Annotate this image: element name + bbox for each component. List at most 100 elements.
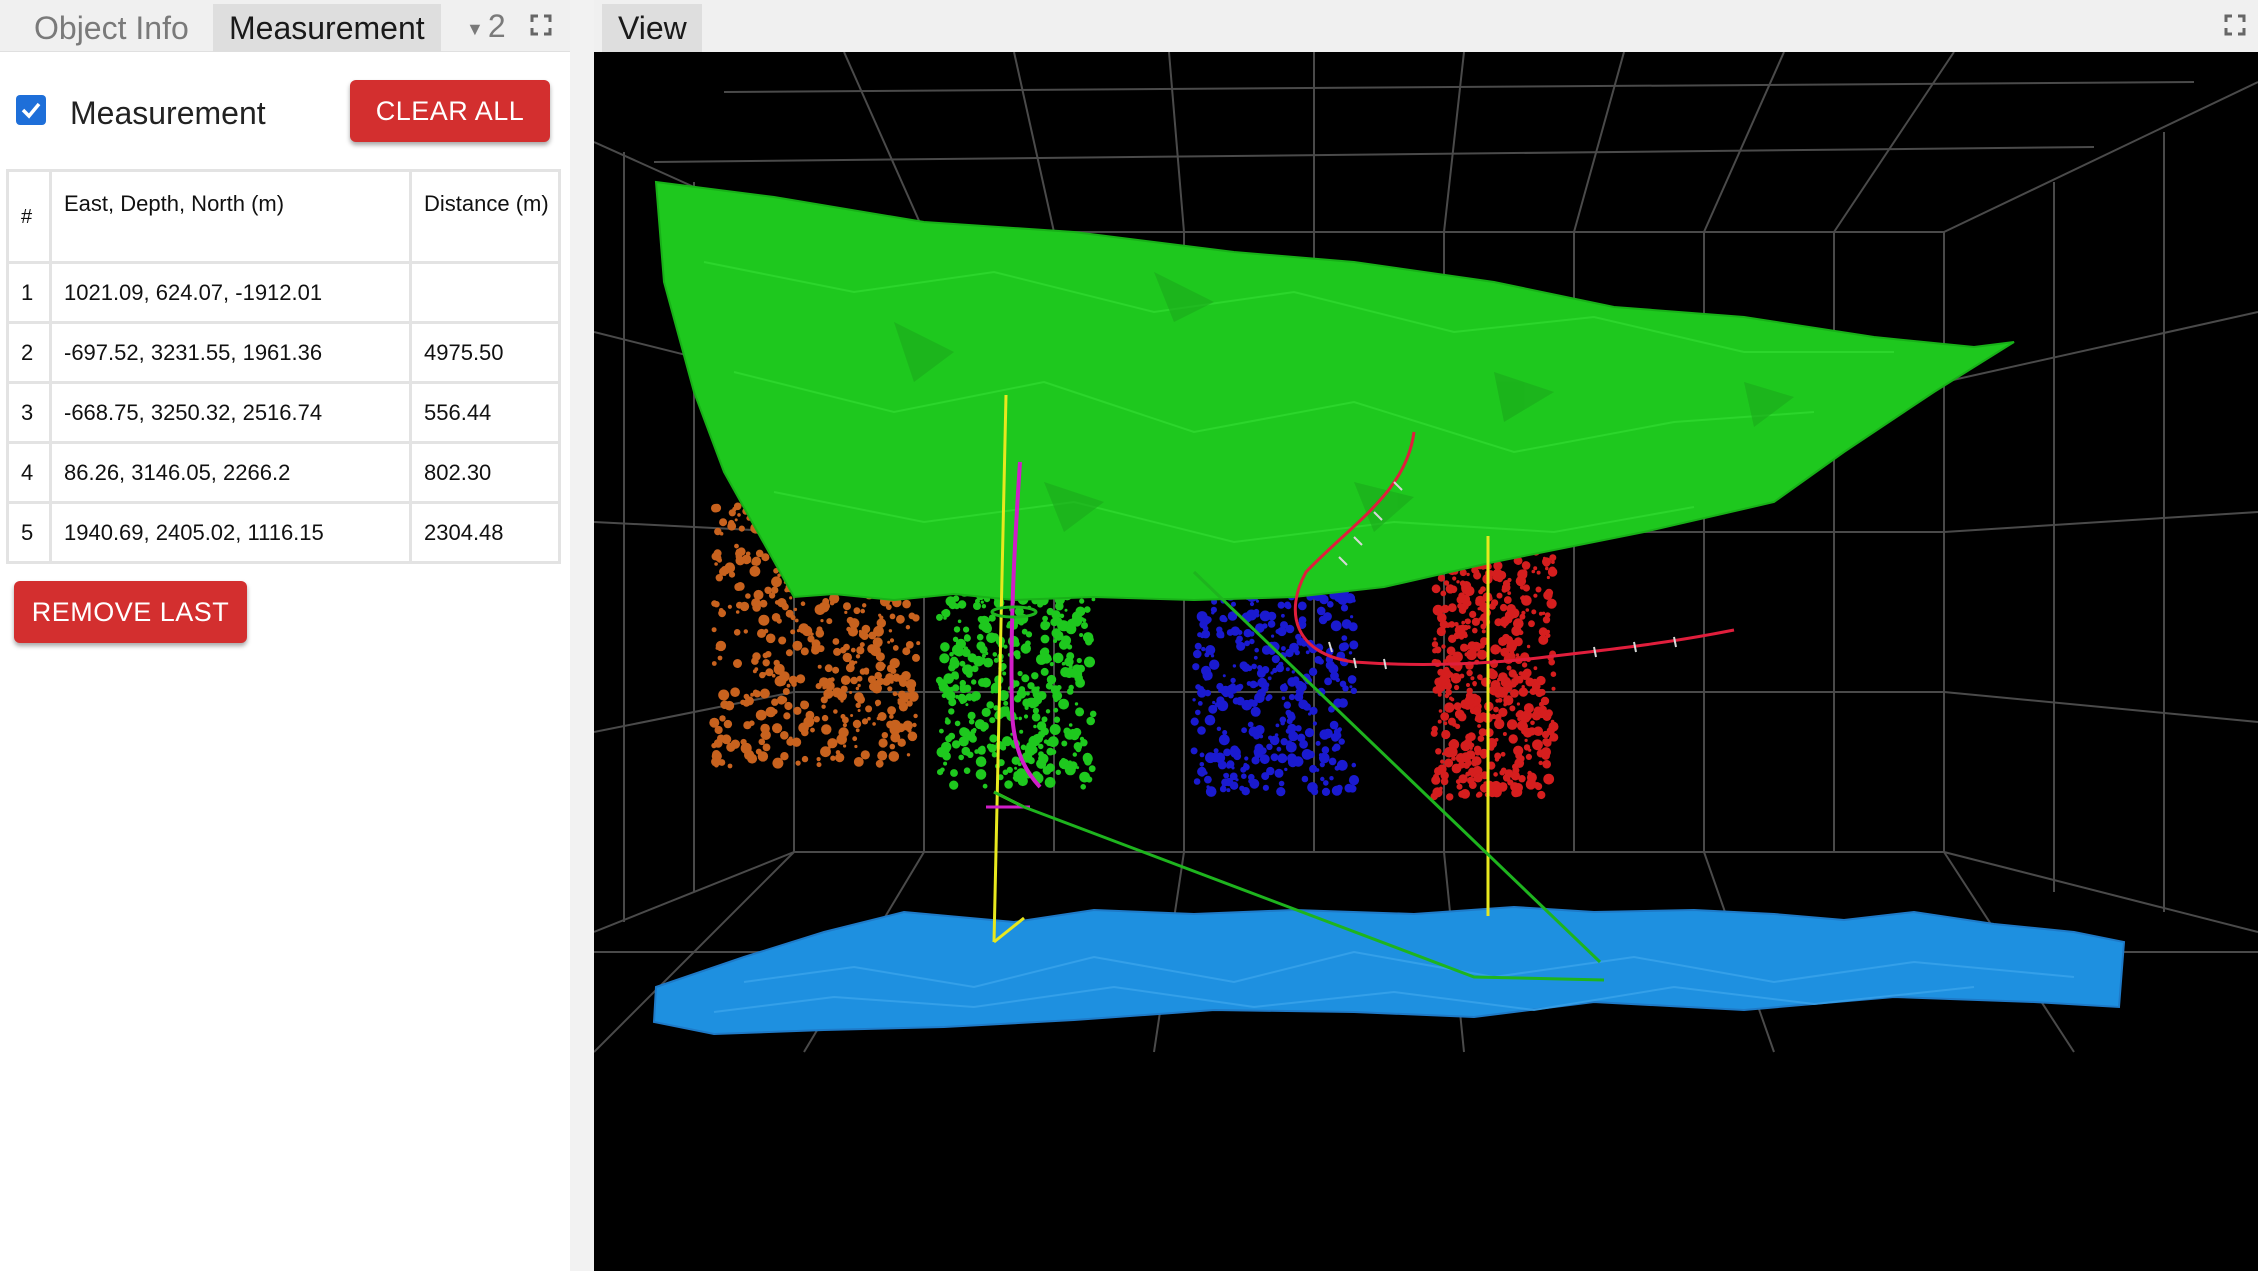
cloud-red-point	[1536, 570, 1541, 575]
cloud-green-point	[952, 644, 963, 656]
cloud-blue-point	[1298, 700, 1307, 709]
cloud-blue-point	[1336, 759, 1348, 771]
cloud-blue-point	[1199, 762, 1205, 767]
table-row: 3 -668.75, 3250.32, 2516.74 556.44	[6, 381, 561, 444]
cloud-green-point	[1037, 601, 1044, 608]
cloud-green-point	[989, 734, 998, 743]
cloud-red-point	[1533, 566, 1538, 571]
top-horizon-surface[interactable]	[654, 180, 2015, 602]
cloud-orange-point	[765, 651, 772, 658]
tab-view[interactable]: View	[602, 4, 702, 52]
cloud-blue-point	[1301, 640, 1308, 647]
cloud-red	[1430, 529, 1559, 801]
cloud-orange-point	[733, 502, 742, 511]
cloud-blue-point	[1241, 773, 1247, 779]
maximize-icon[interactable]	[2224, 14, 2246, 36]
cloud-green-point	[1036, 654, 1047, 665]
cloud-orange-point	[856, 646, 865, 655]
cloud-red-point	[1473, 745, 1482, 753]
tab-measurement[interactable]: Measurement	[213, 4, 441, 52]
cloud-red-point	[1454, 625, 1465, 636]
cloud-orange-point	[902, 720, 913, 731]
cloud-green-point	[1004, 780, 1013, 789]
cloud-orange-point	[908, 691, 919, 702]
cloud-green-point	[961, 648, 971, 657]
cloud-orange-point	[726, 742, 736, 752]
cloud-orange-point	[888, 629, 893, 633]
cloud-orange-point	[823, 688, 834, 699]
cloud-orange-point	[795, 760, 801, 766]
row-coords: -697.52, 3231.55, 1961.36	[49, 321, 412, 384]
cloud-red-point	[1513, 637, 1523, 647]
cloud-red-point	[1520, 569, 1528, 576]
cloud-orange-point	[867, 716, 871, 721]
cloud-red-point	[1477, 724, 1481, 728]
cloud-green-point	[1061, 740, 1068, 747]
cloud-red-point	[1465, 733, 1473, 742]
cloud-blue-point	[1216, 682, 1224, 691]
cloud-orange-point	[749, 720, 755, 726]
cloud-green-point	[991, 751, 998, 758]
cloud-blue-point	[1204, 689, 1212, 697]
cloud-red-point	[1465, 692, 1474, 700]
cloud-blue-point	[1266, 694, 1273, 700]
cloud-red-point	[1515, 653, 1520, 657]
cloud-blue-point	[1321, 746, 1330, 754]
cloud-green-point	[938, 682, 949, 692]
maximize-icon[interactable]	[530, 14, 552, 36]
cloud-red-point	[1544, 588, 1554, 598]
cloud-blue-point	[1281, 613, 1285, 618]
cloud-green-point	[968, 718, 975, 725]
cloud-red-point	[1446, 646, 1456, 656]
cloud-red-point	[1527, 727, 1537, 736]
cloud-orange-point	[853, 607, 861, 615]
cloud-blue-point	[1223, 773, 1228, 778]
remove-last-button[interactable]: REMOVE LAST	[14, 581, 247, 643]
cloud-orange-point	[752, 689, 759, 695]
clear-all-button[interactable]: CLEAR ALL	[350, 80, 550, 142]
cloud-green-point	[1081, 622, 1088, 629]
cloud-blue-point	[1279, 683, 1288, 692]
cloud-blue-point	[1210, 654, 1215, 658]
cloud-orange-point	[711, 661, 717, 666]
3d-viewport[interactable]	[594, 52, 2258, 1271]
cloud-orange-point	[853, 757, 864, 767]
cloud-orange-point	[865, 705, 873, 713]
cloud-red-point	[1481, 629, 1486, 634]
cloud-orange-point	[727, 604, 732, 609]
cloud-red-point	[1440, 590, 1447, 597]
cloud-red-point	[1463, 762, 1470, 769]
cloud-red-point	[1470, 676, 1475, 681]
row-distance: 556.44	[409, 381, 561, 444]
cloud-orange-point	[765, 706, 777, 718]
cloud-orange-point	[771, 586, 779, 594]
top-surface-shading	[894, 272, 1794, 532]
cloud-orange-point	[730, 687, 740, 697]
cloud-orange-point	[758, 614, 770, 626]
cloud-blue-point	[1254, 695, 1260, 701]
cloud-orange-point	[718, 689, 730, 701]
cloud-green-point	[943, 761, 948, 766]
measurement-checkbox[interactable]	[16, 95, 46, 125]
cloud-blue-point	[1210, 752, 1220, 763]
cloud-red-point	[1472, 627, 1478, 634]
cloud-blue-point	[1297, 689, 1304, 697]
cloud-orange-point	[715, 574, 723, 582]
bottom-surface-texture	[713, 950, 2075, 1013]
panel-splitter[interactable]	[570, 0, 594, 1271]
cloud-blue-point	[1218, 734, 1230, 746]
cloud-orange-point	[887, 640, 891, 644]
cloud-blue-point	[1218, 688, 1222, 693]
more-tabs-dropdown[interactable]: ▼ 2	[466, 6, 506, 46]
cloud-red-point	[1476, 649, 1488, 660]
cloud-green-point	[969, 735, 977, 743]
cloud-red-point	[1493, 772, 1498, 777]
cloud-orange-point	[721, 734, 732, 745]
cloud-orange-point	[816, 626, 823, 633]
cloud-red-point	[1436, 626, 1446, 637]
tab-object-info[interactable]: Object Info	[34, 10, 189, 46]
cloud-red-point	[1478, 728, 1487, 737]
cloud-orange-point	[905, 641, 914, 649]
cloud-green-point	[1036, 686, 1040, 690]
bottom-horizon-surface[interactable]	[652, 905, 2126, 1036]
